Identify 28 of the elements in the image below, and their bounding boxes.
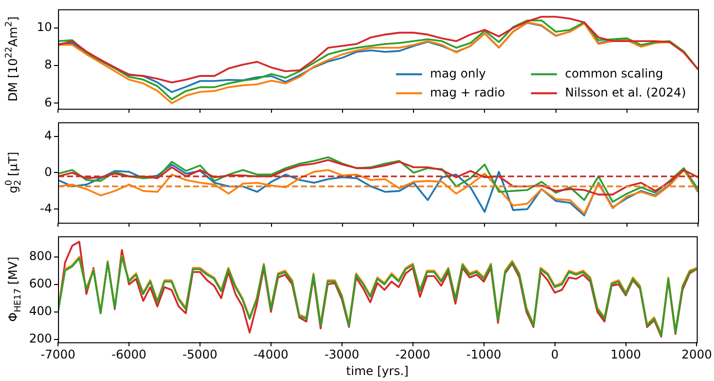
y-axis-title: g20 [μT] <box>4 152 24 194</box>
y-tick-label: 4 <box>44 128 52 142</box>
x-tick-label: -1000 <box>466 348 502 362</box>
y-tick-label: 6 <box>44 95 52 110</box>
y-tick-label: 0 <box>44 164 52 179</box>
y-tick-label: 800 <box>29 248 52 263</box>
legend-label: common scaling <box>564 66 664 80</box>
y-tick-label: -4 <box>40 201 52 216</box>
x-tick-label: -7000 <box>40 348 76 362</box>
x-tick-label: 1000 <box>610 348 642 362</box>
x-tick-label: 0 <box>550 348 559 362</box>
y-axis-title: DM [1022Am2] <box>4 16 20 102</box>
legend-label: mag + radio <box>430 85 505 100</box>
y-axis-title: ΦHE17 [MV] <box>6 256 24 322</box>
y-tick-label: 600 <box>29 276 52 291</box>
x-axis-title: time [yrs.] <box>346 364 409 378</box>
legend-label: Nilsson et al. (2024) <box>564 85 686 100</box>
x-tick-label: -3000 <box>324 348 360 362</box>
y-tick-label: 10 <box>36 20 52 34</box>
x-tick-label: -4000 <box>253 348 288 362</box>
x-tick-label: -5000 <box>182 348 218 362</box>
legend-label: mag only <box>430 66 486 80</box>
x-tick-label: 2000 <box>681 348 712 362</box>
y-tick-label: 400 <box>29 304 52 318</box>
x-tick-label: -6000 <box>112 348 146 362</box>
y-tick-label: 8 <box>44 58 52 72</box>
x-tick-label: -2000 <box>395 348 430 362</box>
y-tick-label: 200 <box>29 332 52 346</box>
